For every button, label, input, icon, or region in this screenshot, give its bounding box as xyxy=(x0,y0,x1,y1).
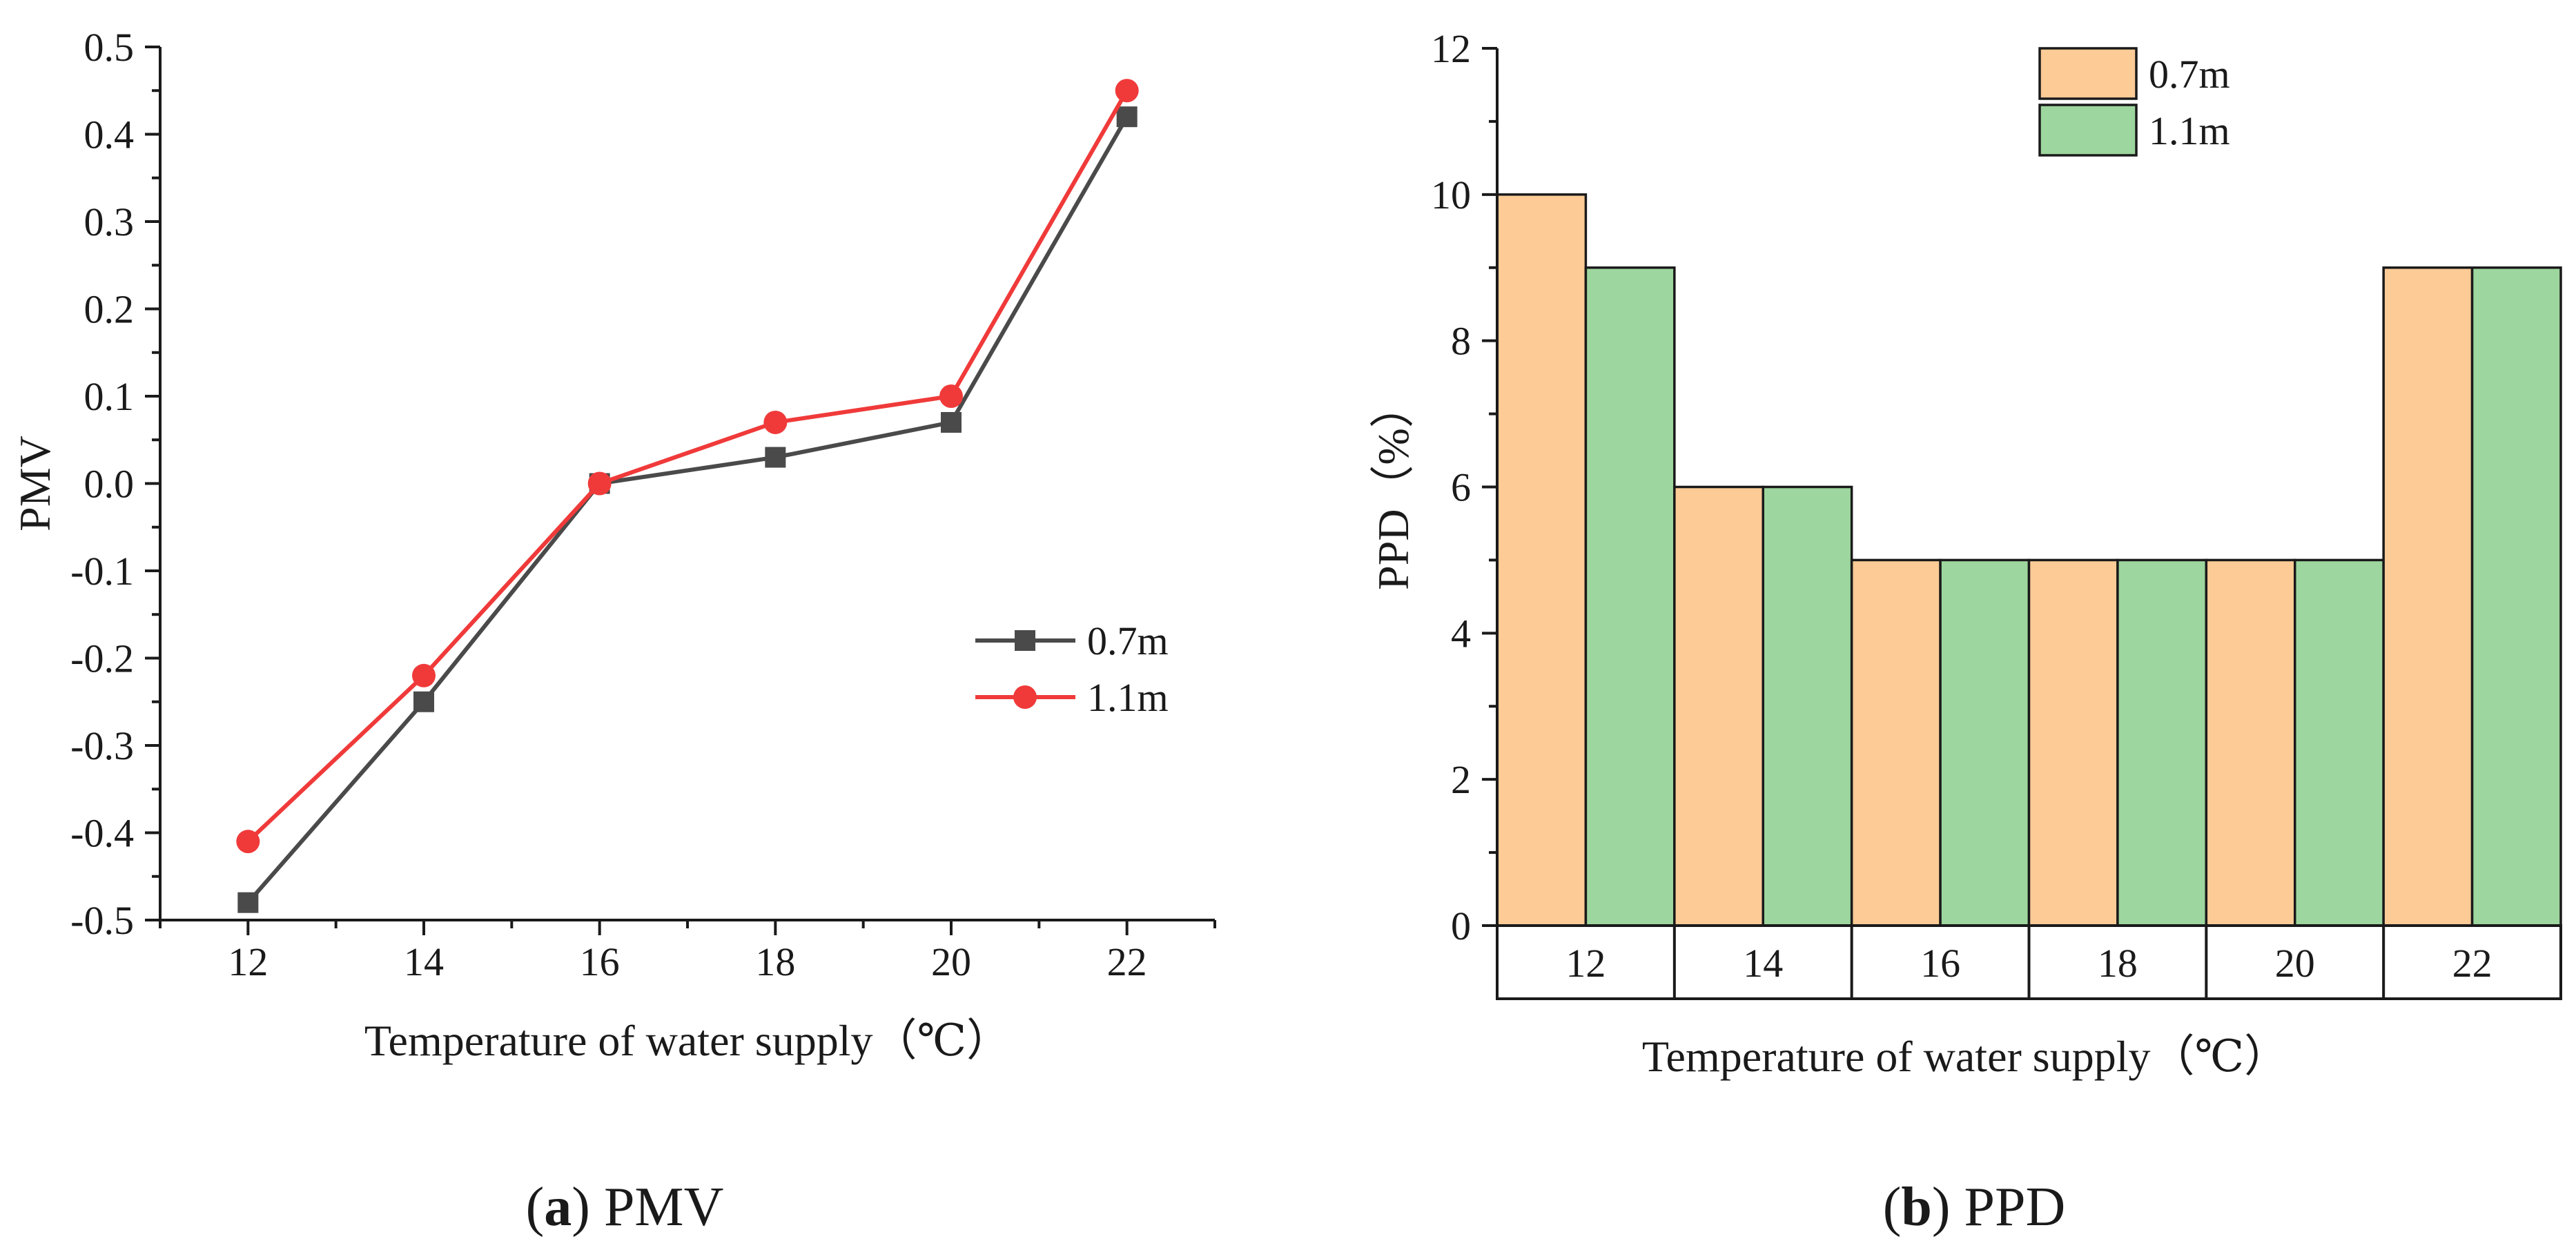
ppd-legend-label: 0.7m xyxy=(2149,52,2230,97)
pmv-point-circle xyxy=(763,410,788,434)
ppd-bars-group xyxy=(1496,193,2562,927)
ppd-x-tick-label: 12 xyxy=(1565,941,1606,986)
ppd-bar-1.1m xyxy=(2116,558,2208,927)
ppd-bar-1.1m xyxy=(1939,558,2031,927)
ppd-y-tick-label: 0 xyxy=(1451,904,1471,948)
pmv-legend-marker xyxy=(1015,630,1035,651)
pmv-y-tick-label: 0.5 xyxy=(84,25,135,70)
pmv-y-tick-label: 0.3 xyxy=(84,199,135,244)
ppd-bar-0.7m xyxy=(2382,266,2474,927)
ppd-y-tick-label: 2 xyxy=(1451,757,1471,802)
ppd-legend-swatch xyxy=(2038,104,2138,157)
pmv-x-axis-title: Temperature of water supply（℃） xyxy=(364,1016,1011,1065)
pmv-legend-marker xyxy=(1013,685,1037,709)
ppd-x-tick-label: 14 xyxy=(1743,941,1783,986)
ppd-bar-0.7m xyxy=(1496,193,1588,927)
ppd-bar-0.7m xyxy=(1850,558,1942,927)
caption-b-text: PPD xyxy=(1964,1177,2066,1238)
pmv-legend: 0.7m 1.1m xyxy=(975,618,1169,720)
caption-b-letter: b xyxy=(1901,1177,1932,1238)
ppd-x-axis-title: Temperature of water supply（℃） xyxy=(1642,1032,2288,1081)
ppd-x-tick-label: 22 xyxy=(2452,941,2492,986)
caption-a-text: PMV xyxy=(604,1177,723,1238)
pmv-series-line xyxy=(246,115,1129,904)
pmv-x-tick-label: 12 xyxy=(228,939,268,984)
pmv-legend-label: 0.7m xyxy=(1087,618,1169,663)
pmv-point-square xyxy=(413,691,434,712)
ppd-bar-1.1m xyxy=(1584,266,1676,927)
pmv-series-1.1m xyxy=(236,79,1139,854)
pmv-x-tick-label: 16 xyxy=(580,939,620,984)
caption-b: (b) PPD xyxy=(1883,1177,2066,1238)
pmv-y-tick-label: -0.2 xyxy=(70,636,134,681)
ppd-legend-swatch xyxy=(2038,47,2138,100)
caption-a-letter: a xyxy=(544,1177,572,1238)
pmv-legend-label: 1.1m xyxy=(1087,675,1169,720)
pmv-point-square xyxy=(941,411,962,433)
pmv-point-circle xyxy=(587,471,612,496)
pmv-y-tick-label: 0.2 xyxy=(84,287,135,332)
pmv-tick-labels: -0.5 -0.4 -0.3 -0.2 -0.1 0.0 0.1 0.2 0.3 0.4 0.5 12… xyxy=(70,25,1146,984)
ppd-legend-label: 1.1m xyxy=(2149,108,2230,153)
pmv-point-square xyxy=(765,447,786,468)
ppd-bar-chart: 0 2 4 6 8 10 12 12 14 16 18 20 22 Temperature of wat… xyxy=(1369,26,2562,1081)
pmv-y-axis-title: PMV xyxy=(10,436,59,531)
pmv-y-tick-label: -0.4 xyxy=(70,811,134,856)
pmv-series-line xyxy=(246,89,1129,843)
ppd-tick-labels: 0 2 4 6 8 10 12 12 14 16 18 20 22 xyxy=(1431,26,2492,986)
pmv-line-chart: -0.5 -0.4 -0.3 -0.2 -0.1 0.0 0.1 0.2 0.3 0.4 0.5 12… xyxy=(10,25,1216,1065)
ppd-x-tick-label: 16 xyxy=(1920,941,1960,986)
pmv-point-circle xyxy=(412,663,436,687)
ppd-bar-0.7m xyxy=(2027,558,2119,927)
pmv-axes xyxy=(145,46,1216,935)
pmv-y-tick-label: -0.1 xyxy=(70,549,134,594)
ppd-bar-0.7m xyxy=(2205,558,2296,927)
ppd-y-tick-label: 10 xyxy=(1431,173,1471,217)
ppd-y-tick-label: 6 xyxy=(1451,465,1471,510)
ppd-y-tick-label: 8 xyxy=(1451,319,1471,364)
pmv-point-circle xyxy=(1115,79,1139,103)
pmv-y-tick-label: 0.4 xyxy=(84,113,135,157)
ppd-x-tick-label: 18 xyxy=(2098,941,2138,986)
ppd-axes xyxy=(1482,47,2562,1000)
pmv-point-circle xyxy=(939,384,963,408)
pmv-y-tick-label: 0.1 xyxy=(84,374,135,419)
ppd-bar-1.1m xyxy=(2294,558,2385,927)
ppd-bar-1.1m xyxy=(1762,485,1853,927)
ppd-y-tick-label: 4 xyxy=(1451,611,1471,656)
pmv-y-tick-label: 0.0 xyxy=(84,462,135,507)
pmv-point-circle xyxy=(236,830,260,854)
pmv-x-tick-label: 20 xyxy=(931,939,971,984)
ppd-bar-1.1m xyxy=(2470,266,2562,927)
ppd-y-axis-title: PPD（%） xyxy=(1369,384,1418,590)
ppd-x-tick-label: 20 xyxy=(2275,941,2315,986)
pmv-point-square xyxy=(1116,106,1138,128)
pmv-y-tick-label: -0.5 xyxy=(70,898,134,943)
ppd-bar-0.7m xyxy=(1673,485,1764,927)
pmv-y-tick-label: -0.3 xyxy=(70,723,134,768)
pmv-x-tick-label: 18 xyxy=(755,939,795,984)
pmv-point-square xyxy=(237,892,259,913)
caption-a: (a) PMV xyxy=(526,1177,724,1238)
ppd-legend: 0.7m 1.1m xyxy=(2038,47,2230,157)
pmv-x-tick-label: 22 xyxy=(1107,939,1147,984)
pmv-series-group xyxy=(236,79,1139,913)
pmv-x-tick-label: 14 xyxy=(404,939,444,984)
ppd-y-tick-label: 12 xyxy=(1431,26,1471,71)
pmv-series-0.7m xyxy=(237,106,1138,913)
